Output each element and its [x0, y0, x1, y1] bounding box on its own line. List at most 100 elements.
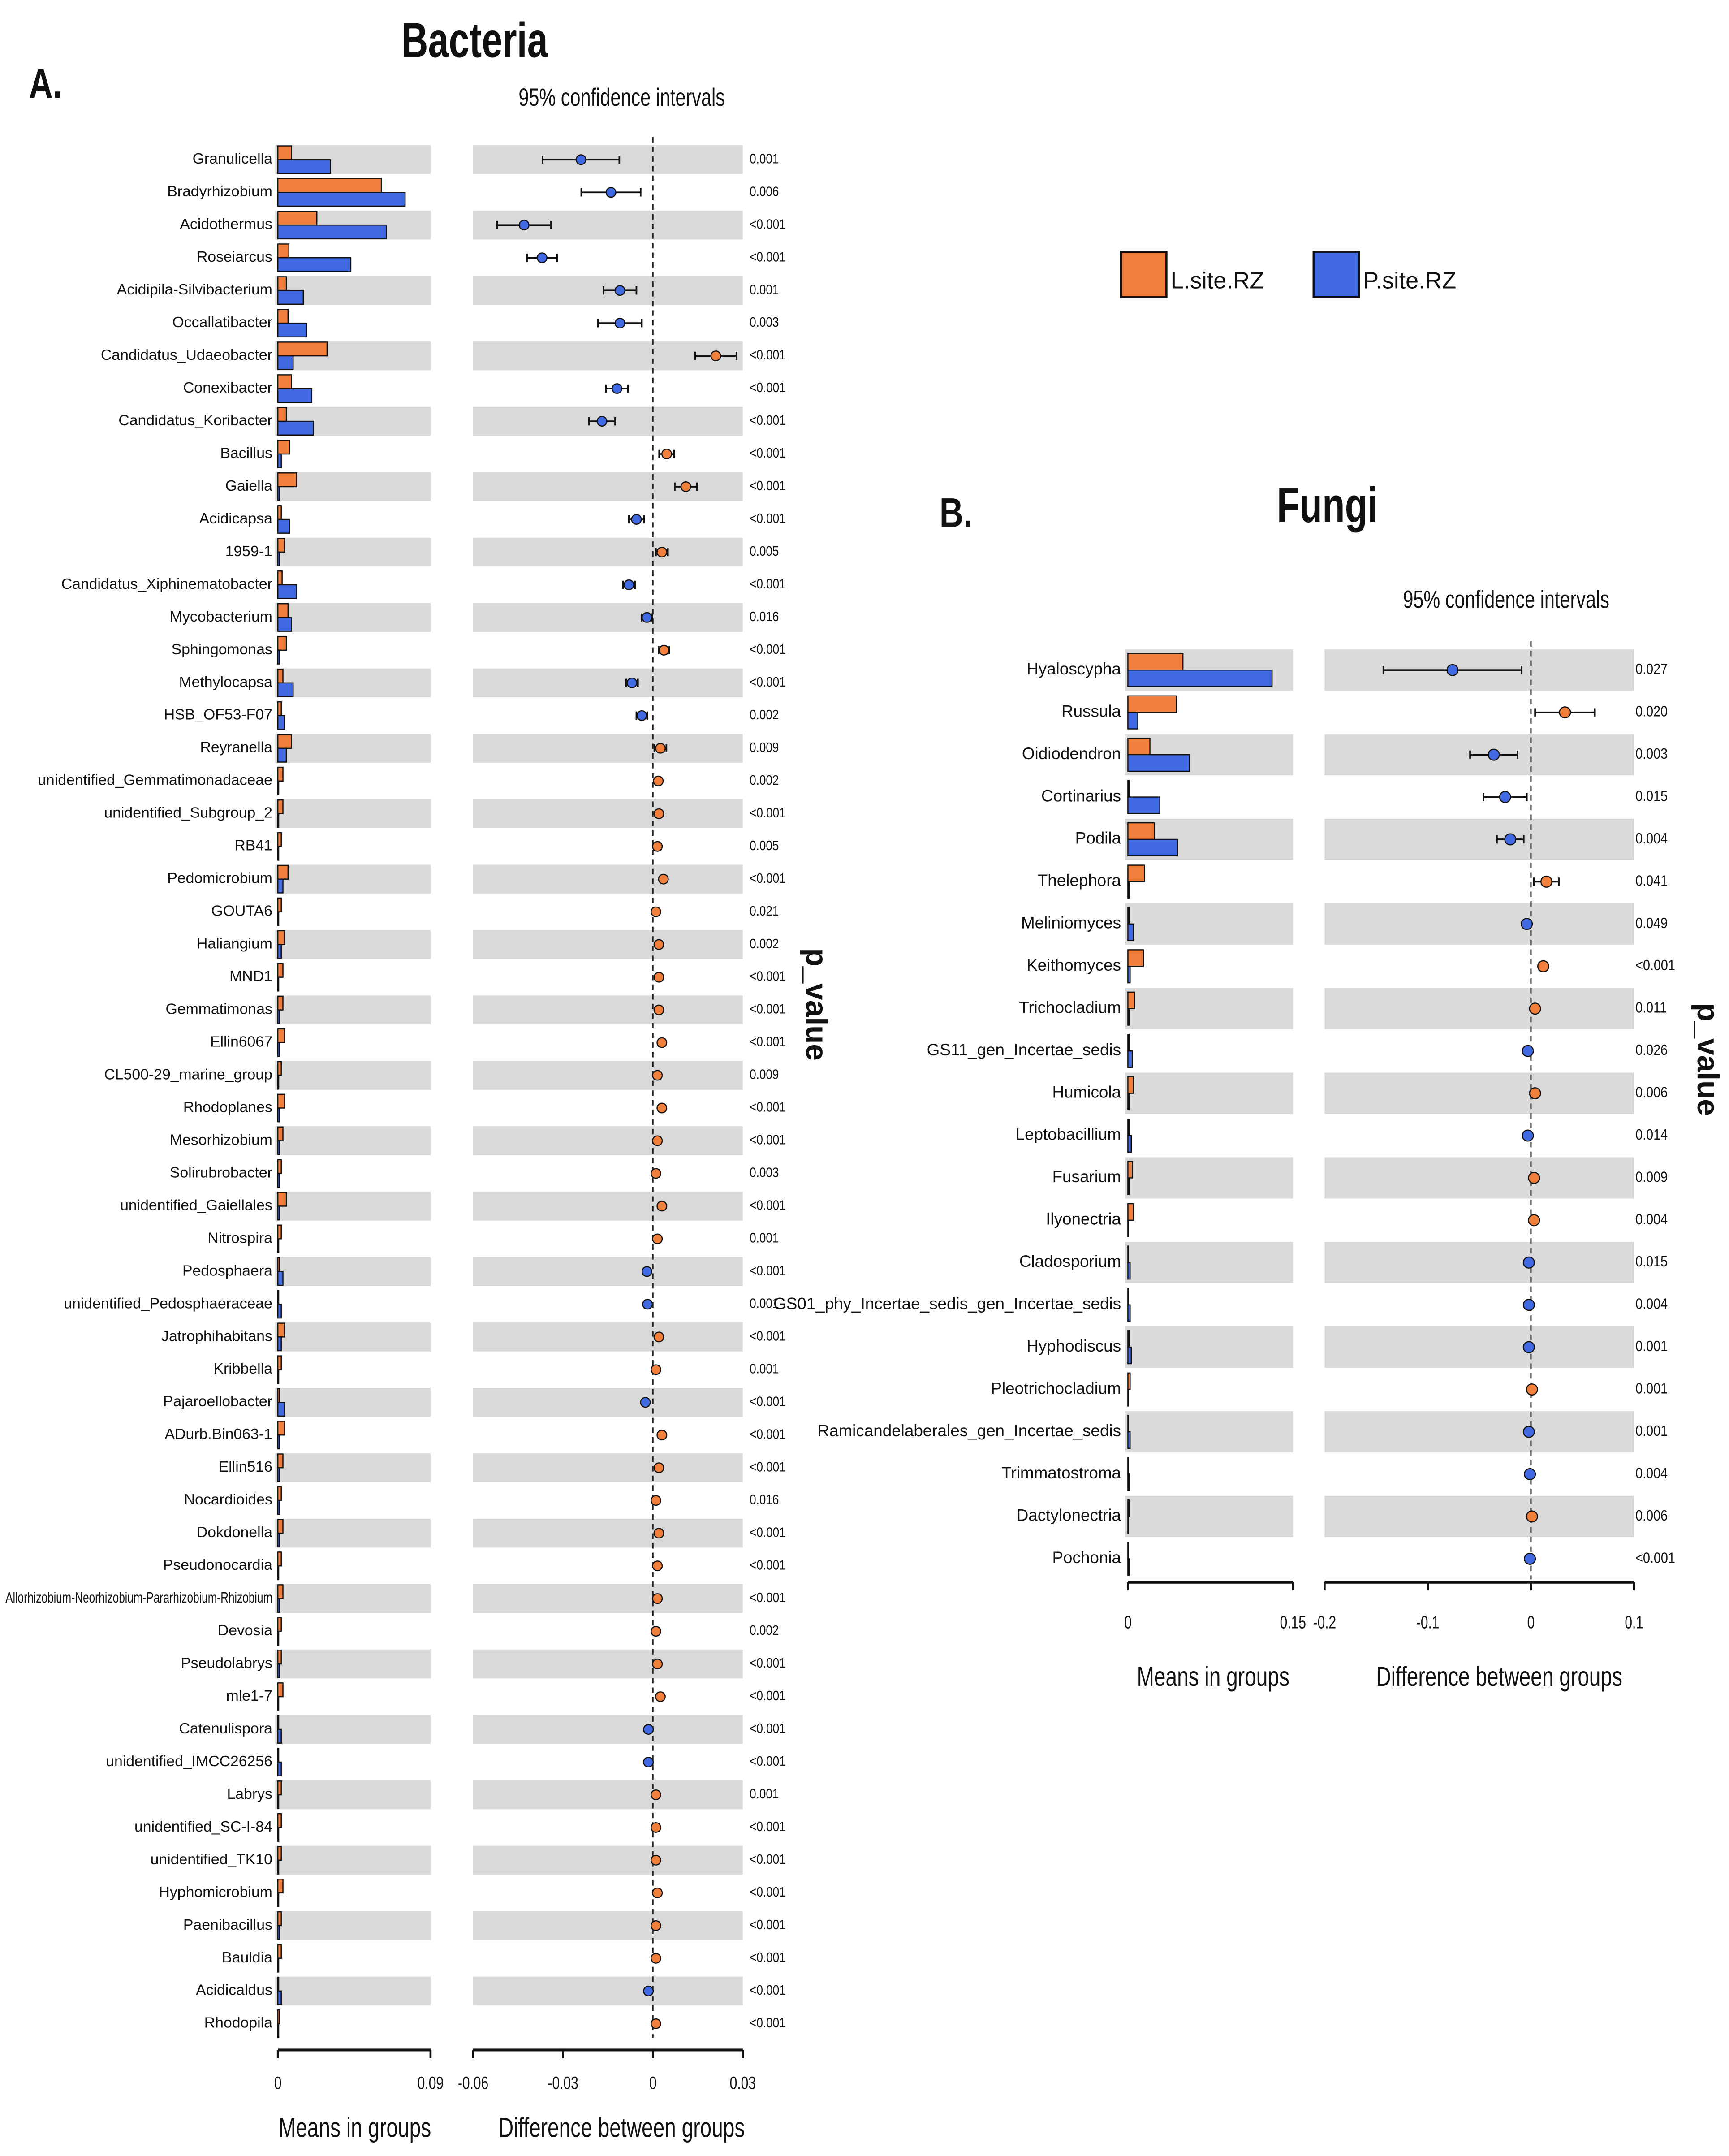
p-value: <0.001 — [750, 674, 786, 690]
mean-bar — [1127, 1473, 1130, 1491]
mean-bar — [277, 570, 283, 586]
difference-point — [641, 612, 652, 623]
p-value: <0.001 — [750, 1525, 786, 1540]
category-label: Pleotrichocladium — [991, 1379, 1121, 1397]
difference-point — [631, 514, 642, 525]
row-band — [473, 1780, 743, 1810]
category-label: Gaiella — [225, 477, 272, 494]
mean-bar — [1127, 1076, 1134, 1094]
row-band — [473, 1388, 743, 1417]
p-value: <0.001 — [750, 478, 786, 493]
row-band — [473, 1453, 743, 1482]
difference-point — [650, 906, 661, 917]
difference-point — [614, 318, 625, 329]
mean-bar — [277, 505, 282, 520]
row-band — [473, 603, 743, 632]
mean-bar — [277, 453, 282, 468]
difference-point — [1529, 1002, 1541, 1015]
category-label: unidentified_Pedosphaeraceae — [64, 1295, 272, 1312]
mean-bar — [277, 1990, 282, 2005]
difference-point — [652, 1887, 663, 1898]
category-label: CL500-29_marine_group — [104, 1066, 272, 1083]
mean-bar — [1127, 822, 1155, 840]
difference-point — [650, 1789, 661, 1800]
difference-point — [650, 1168, 661, 1179]
p-value: 0.001 — [1635, 1422, 1668, 1439]
p-value: <0.001 — [750, 445, 786, 461]
difference-point — [652, 1593, 663, 1604]
p-value: <0.001 — [750, 511, 786, 526]
mean-bar — [1127, 738, 1151, 756]
p-value: 0.049 — [1635, 915, 1668, 932]
mean-bar — [277, 440, 290, 455]
mean-bar — [277, 1519, 284, 1534]
mean-bar — [277, 649, 280, 665]
mean-bar — [1127, 838, 1178, 857]
category-label: Pochonia — [1052, 1548, 1121, 1567]
difference-point — [1499, 791, 1511, 804]
legend-swatch — [1312, 251, 1360, 298]
row-band — [473, 799, 743, 828]
mean-bar — [277, 289, 304, 305]
category-label: Dactylonectria — [1017, 1506, 1121, 1525]
difference-point — [653, 939, 664, 950]
mean-bar — [277, 617, 292, 632]
difference-point — [652, 1135, 663, 1146]
row-band — [473, 1192, 743, 1221]
difference-point — [650, 1854, 661, 1866]
x-tick-label: -0.03 — [548, 2074, 578, 2093]
row-band — [1324, 1242, 1634, 1283]
difference-point — [652, 841, 663, 852]
mean-bar — [1127, 1346, 1132, 1365]
difference-point — [656, 1037, 668, 1048]
mean-bar — [277, 1486, 282, 1501]
difference-point — [656, 1430, 668, 1441]
difference-point — [518, 220, 530, 231]
category-label: Oidiodendron — [1022, 744, 1121, 763]
p-value: <0.001 — [1635, 1549, 1675, 1566]
row-band — [1324, 1495, 1634, 1537]
category-label: Conexibacter — [183, 379, 272, 396]
mean-bar — [1127, 991, 1135, 1009]
x-tick-label: 0 — [649, 2074, 657, 2093]
p-value-title: p_value — [800, 948, 833, 1061]
row-band — [275, 930, 431, 959]
row-band — [1125, 1411, 1293, 1453]
p-value: <0.001 — [750, 347, 786, 363]
mean-bar — [277, 1009, 280, 1024]
mean-bar — [277, 486, 280, 501]
mean-bar — [277, 1388, 280, 1403]
difference-point — [596, 416, 608, 427]
difference-point — [1537, 960, 1550, 972]
mean-bar — [277, 257, 352, 272]
mean-bar — [1127, 881, 1130, 899]
difference-point — [643, 1724, 654, 1735]
category-label: ADurb.Bin063-1 — [165, 1426, 272, 1443]
x-tick-label: 0 — [274, 2074, 282, 2093]
row-band — [275, 472, 431, 501]
p-value: <0.001 — [750, 1688, 786, 1703]
mean-bar — [277, 341, 328, 357]
p-value: <0.001 — [750, 1819, 786, 1834]
p-value: <0.001 — [750, 249, 786, 264]
p-value: <0.001 — [750, 1983, 786, 1998]
difference-point — [1446, 664, 1459, 676]
mean-bar — [1127, 1499, 1130, 1517]
x-axis-title: Difference between groups — [1376, 1661, 1623, 1692]
difference-point — [653, 972, 664, 983]
row-band — [275, 1649, 431, 1679]
p-value: 0.027 — [1635, 661, 1668, 678]
category-label: Roseiarcus — [197, 248, 272, 265]
mean-bar — [277, 963, 284, 978]
row-band — [473, 472, 743, 501]
category-label: Sphingomonas — [172, 641, 272, 658]
difference-point — [652, 1233, 663, 1244]
row-band — [1125, 1495, 1293, 1537]
category-label: unidentified_Subgroup_2 — [104, 804, 272, 821]
category-label: Acidipila-Silvibacterium — [117, 281, 272, 298]
mean-bar — [1127, 1135, 1132, 1153]
mean-bar — [277, 1827, 280, 1842]
row-band — [473, 1715, 743, 1744]
x-axis-title: Difference between groups — [499, 2112, 745, 2143]
mean-bar — [277, 766, 284, 782]
